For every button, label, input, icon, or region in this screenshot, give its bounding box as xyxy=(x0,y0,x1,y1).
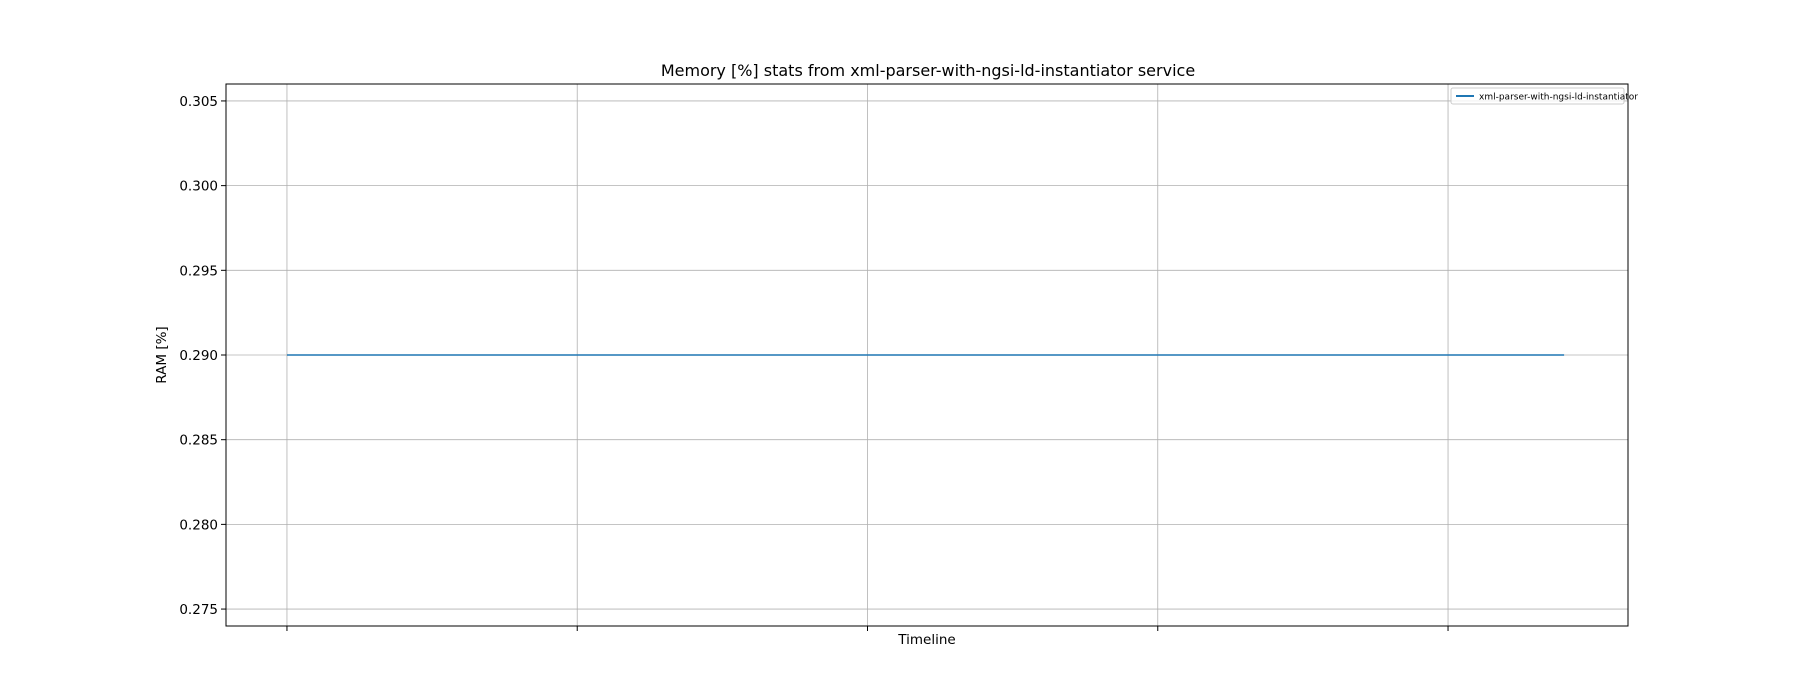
y-tick-label: 0.290 xyxy=(179,348,218,364)
legend-box xyxy=(1450,87,1625,105)
legend-label: xml-parser-with-ngsi-ld-instantiator xyxy=(1479,93,1638,103)
y-tick-label: 0.275 xyxy=(179,602,218,618)
y-tick-label: 0.295 xyxy=(179,263,218,279)
y-tick-label: 0.305 xyxy=(179,94,218,110)
y-axis: 0.275 0.280 0.285 0.290 0.295 0.300 0.305 xyxy=(179,94,226,618)
y-tick-label: 0.300 xyxy=(179,179,218,195)
x-axis xyxy=(286,626,1449,631)
chart-title: Memory [%] stats from xml-parser-with-ng… xyxy=(661,61,1195,80)
y-tick-label: 0.280 xyxy=(179,517,218,533)
y-axis-label: RAM [%] xyxy=(154,326,170,383)
y-tick-label: 0.285 xyxy=(179,433,218,449)
legend: xml-parser-with-ngsi-ld-instantiator xyxy=(1450,87,1638,105)
x-axis-label: Timeline xyxy=(897,632,955,648)
